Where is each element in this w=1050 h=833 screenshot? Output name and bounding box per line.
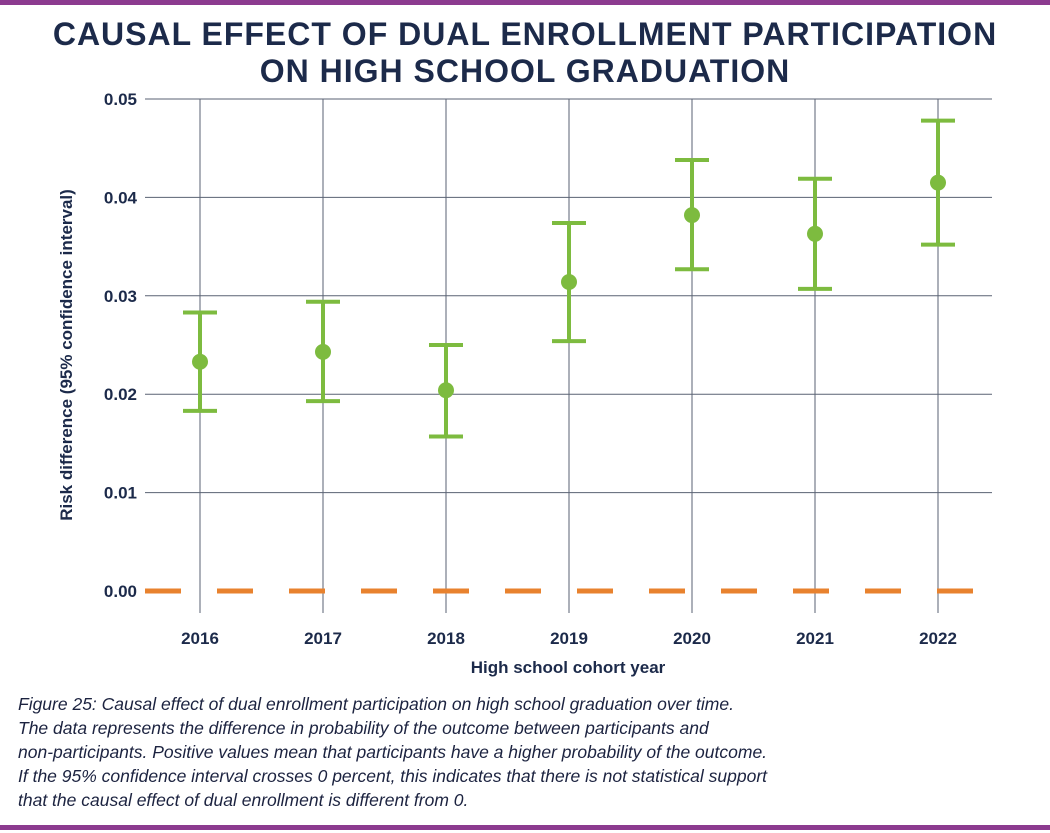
x-tick-label: 2018 [427,629,465,648]
caption-line-1: Figure 25: Causal effect of dual enrollm… [18,694,734,714]
top-rule [0,0,1050,5]
y-tick-label: 0.02 [104,385,137,404]
y-tick-label: 0.00 [104,582,137,601]
chart-title-line-2: ON HIGH SCHOOL GRADUATION [259,53,791,89]
caption-line-4: If the 95% confidence interval crosses 0… [18,766,768,786]
data-point-2021 [807,225,823,242]
bottom-rule [0,825,1050,830]
y-tick-label: 0.01 [104,484,137,503]
data-point-2018 [438,382,454,399]
y-axis-label: Risk difference (95% confidence interval… [57,189,76,521]
x-tick-label: 2022 [919,629,957,648]
x-tick-label: 2016 [181,629,219,648]
y-tick-label: 0.03 [104,287,137,306]
y-tick-label: 0.04 [104,188,138,207]
caption-line-5: that the causal effect of dual enrollmen… [18,790,469,810]
data-point-2016 [192,353,208,370]
caption-line-3: non-participants. Positive values mean t… [18,742,768,762]
caption-line-2: The data represents the difference in pr… [18,718,709,738]
chart-title-line-1: CAUSAL EFFECT OF DUAL ENROLLMENT PARTICI… [52,16,998,52]
chart-plot: 0.00 0.01 0.02 0.03 0.04 0.05 2016 2017 2018 2019… [57,90,992,677]
x-tick-label: 2019 [550,629,588,648]
data-point-2022 [930,174,946,191]
data-point-2017 [315,343,331,360]
x-tick-label: 2017 [304,629,342,648]
x-tick-label: 2021 [796,629,834,648]
y-tick-label: 0.05 [104,90,137,109]
x-tick-label: 2020 [673,629,711,648]
x-axis-label: High school cohort year [471,658,666,677]
data-point-2019 [561,274,577,291]
figure-caption: Figure 25: Causal effect of dual enrollm… [18,692,1038,812]
chart-title: CAUSAL EFFECT OF DUAL ENROLLMENT PARTICI… [0,16,1050,90]
data-point-2020 [684,207,700,224]
